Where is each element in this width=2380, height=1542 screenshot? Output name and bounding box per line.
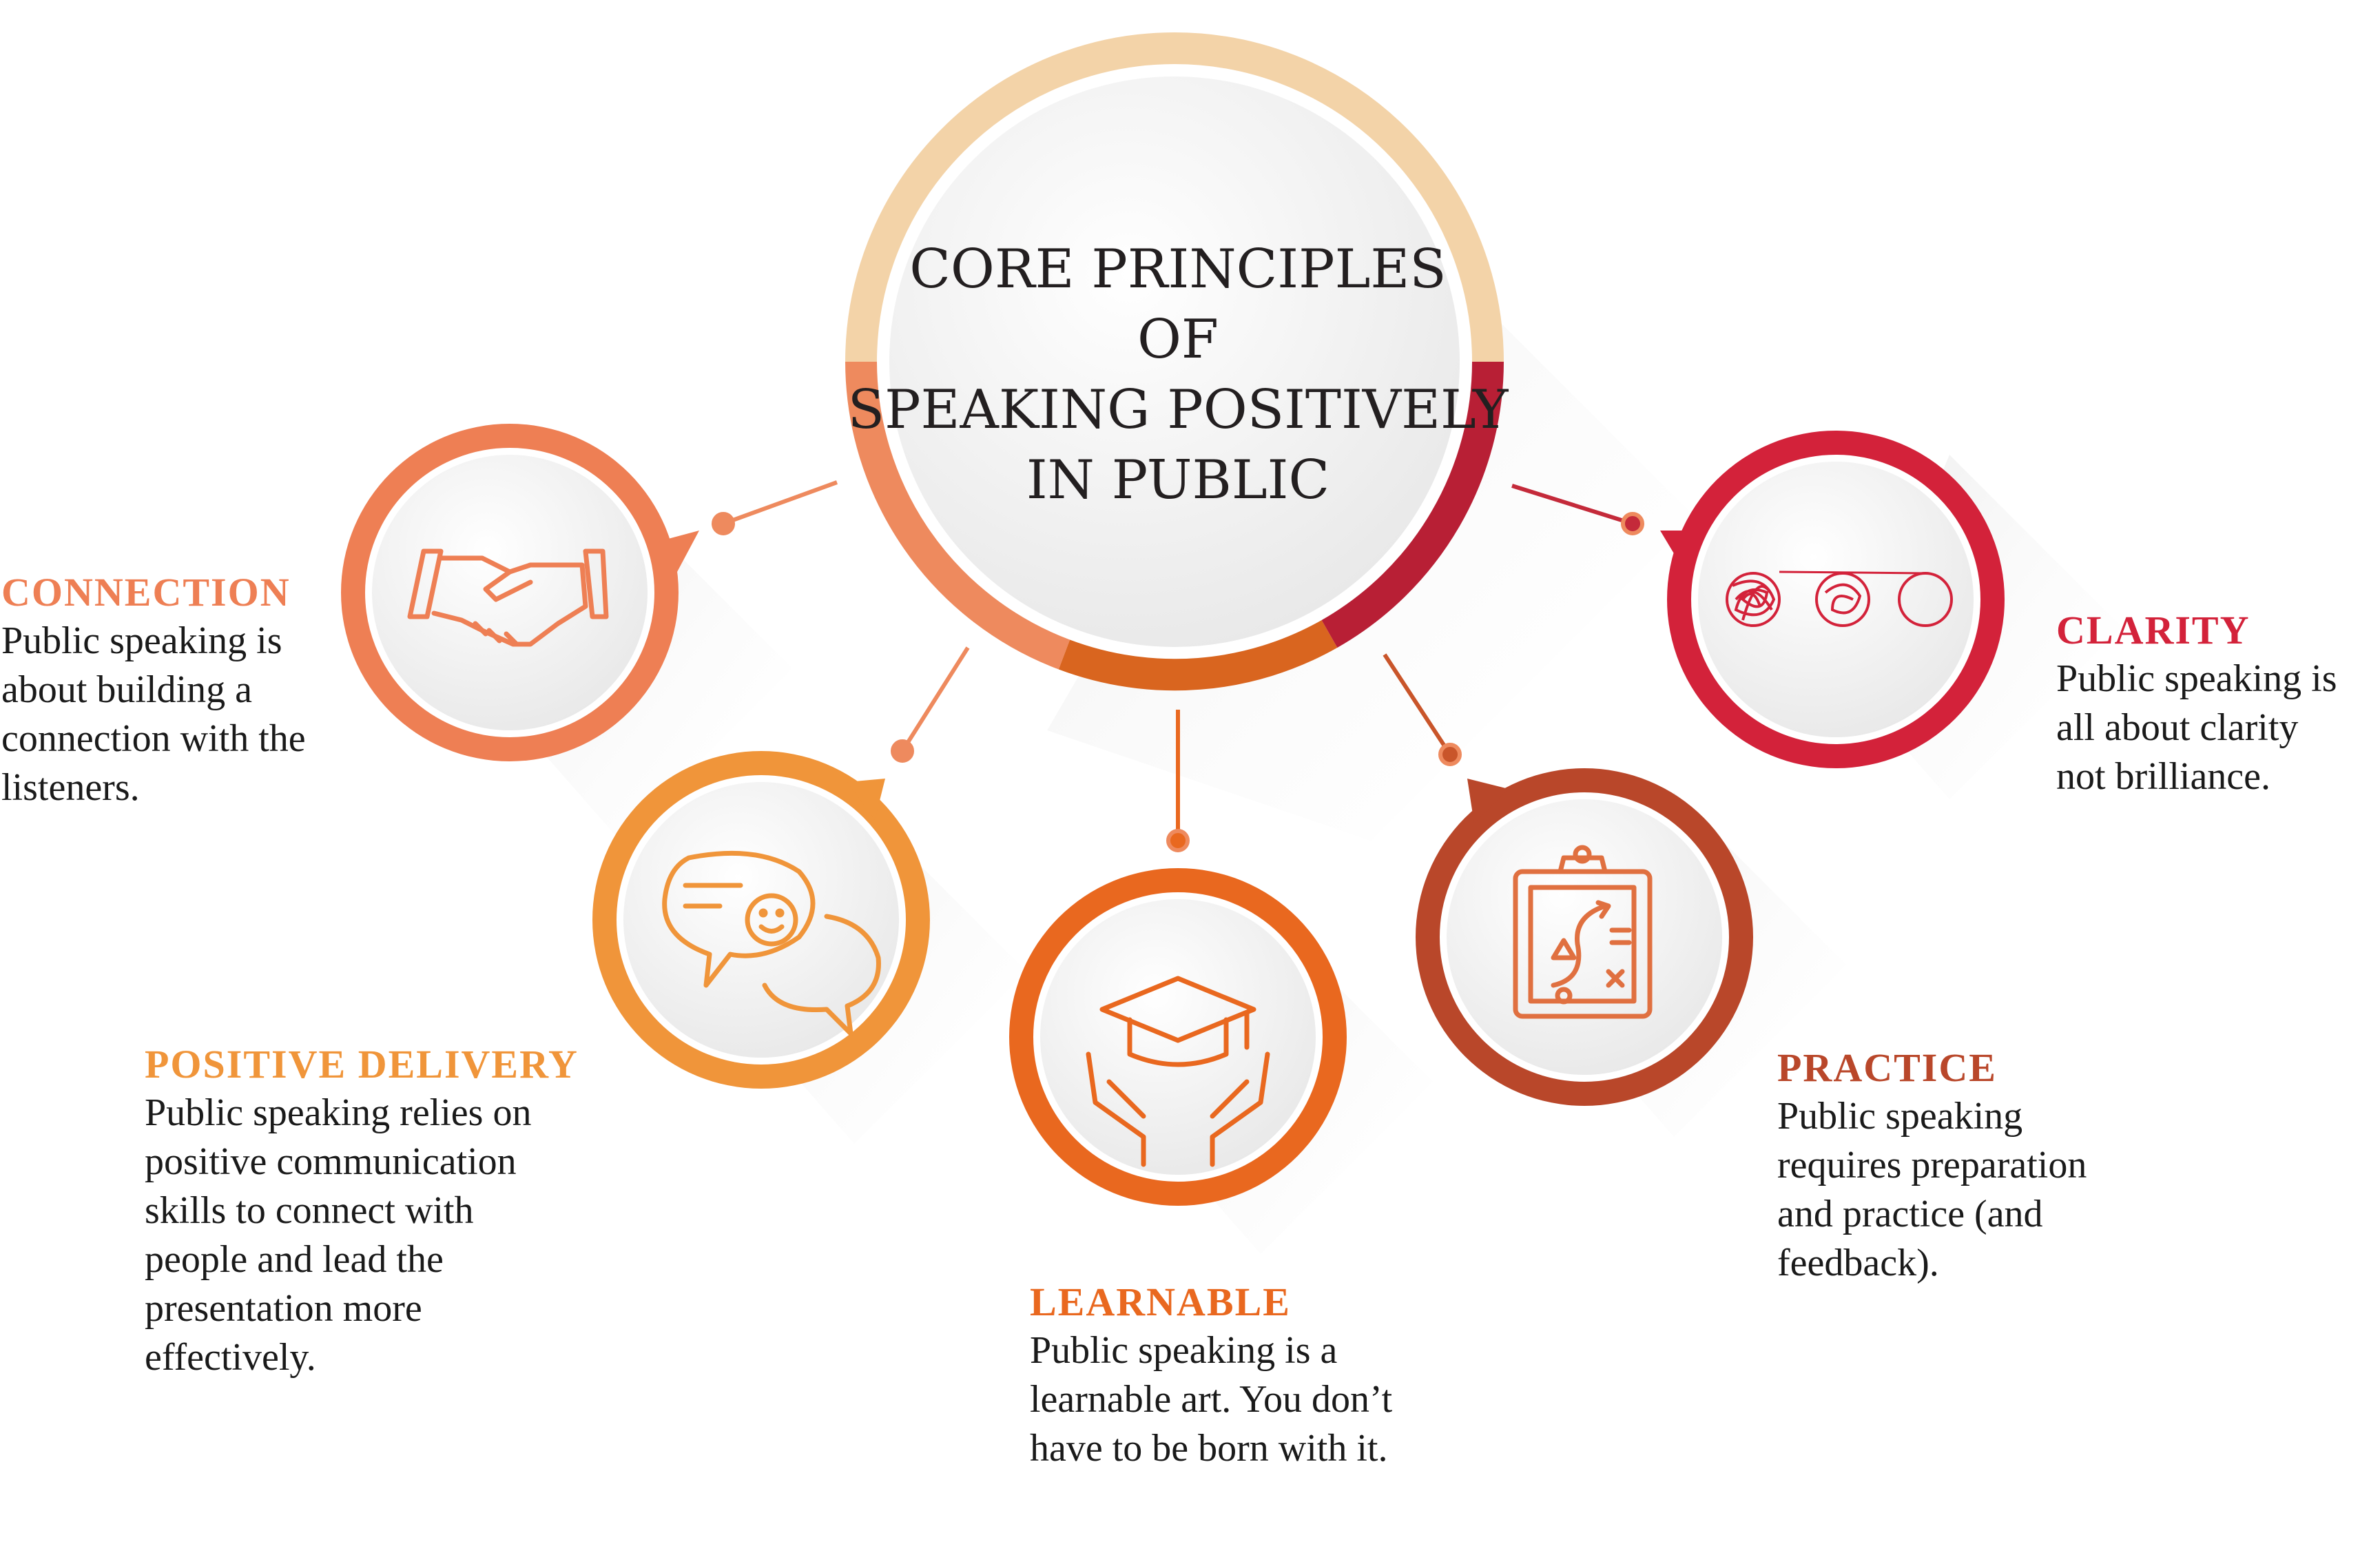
title-line-3: SPEAKING POSITIVELY <box>847 379 1509 441</box>
label-connection: CONNECTION Public speaking is about buil… <box>1 568 387 812</box>
center-title: CORE PRINCIPLES OF SPEAKING POSITIVELY I… <box>830 234 1526 515</box>
label-clarity: CLARITY Public speaking is all about cla… <box>2056 606 2373 801</box>
chat-smile-icon <box>662 850 881 1036</box>
title-line-1: CORE PRINCIPLES <box>909 238 1447 300</box>
label-learnable: LEARNABLE Public speaking is a learnable… <box>1030 1278 1498 1473</box>
center-circle <box>845 32 1504 691</box>
text-practice: Public speaking requires preparation and… <box>1777 1095 2087 1284</box>
title-line-4: IN PUBLIC <box>1026 449 1330 511</box>
heading-connection: CONNECTION <box>1 570 291 615</box>
heading-positive-delivery: POSITIVE DELIVERY <box>145 1042 579 1087</box>
heading-learnable: LEARNABLE <box>1030 1279 1291 1324</box>
label-practice: PRACTICE Public speaking requires prepar… <box>1777 1044 2204 1288</box>
heading-clarity: CLARITY <box>2056 608 2250 652</box>
strategy-clipboard-icon <box>1513 845 1653 1019</box>
node-learnable <box>1009 868 1347 1206</box>
text-learnable: Public speaking is a learnable art. You … <box>1030 1329 1393 1470</box>
title-line-2: OF <box>1137 309 1219 371</box>
connectors <box>712 480 1644 852</box>
node-positive-delivery <box>592 751 930 1089</box>
heading-practice: PRACTICE <box>1777 1045 1997 1090</box>
node-connection <box>341 424 699 761</box>
scribble-to-circle-icon <box>1726 570 1953 627</box>
node-clarity <box>1660 431 2005 768</box>
node-practice <box>1416 768 1753 1106</box>
label-positive-delivery: POSITIVE DELIVERY Public speaking relies… <box>145 1040 641 1382</box>
handshake-icon <box>407 548 609 647</box>
text-positive-delivery: Public speaking relies on positive commu… <box>145 1091 532 1379</box>
graduation-hands-icon <box>1086 976 1270 1167</box>
text-clarity: Public speaking is all about clarity not… <box>2056 657 2337 798</box>
text-connection: Public speaking is about building a conn… <box>1 619 306 809</box>
